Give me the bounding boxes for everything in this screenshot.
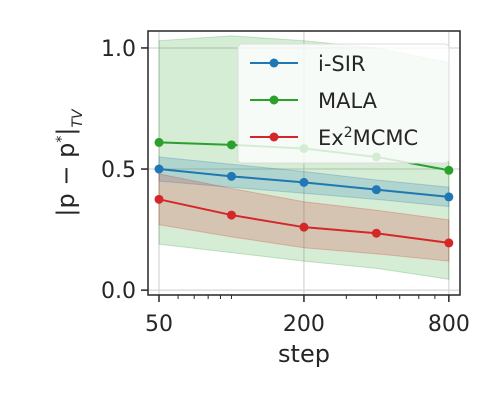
data-point-i-SIR (155, 165, 164, 174)
legend: i-SIR MALA Ex2MCMC (238, 44, 449, 163)
legend-marker (270, 133, 279, 142)
data-point-MALA (444, 166, 453, 175)
data-point-Ex²MCMC (227, 211, 236, 220)
data-point-Ex²MCMC (372, 229, 381, 238)
y-axis-label-end: | (52, 128, 80, 136)
legend-marker (270, 96, 279, 105)
data-point-i-SIR (444, 192, 453, 201)
x-tick-label: 800 (428, 312, 470, 337)
y-tick-label: 1.0 (101, 37, 136, 62)
y-axis-label: |p − p*|TV (52, 108, 86, 217)
legend-label: MALA (318, 89, 378, 113)
y-tick-label: 0.0 (101, 279, 136, 304)
y-axis-label-main: |p − p (52, 143, 80, 217)
legend-label: i-SIR (318, 52, 366, 76)
y-axis-label-sub: TV (70, 108, 86, 128)
data-point-Ex²MCMC (444, 238, 453, 247)
data-point-i-SIR (227, 172, 236, 181)
data-point-Ex²MCMC (155, 195, 164, 204)
legend-label: Ex2MCMC (318, 125, 418, 150)
x-tick-label: 50 (145, 312, 173, 337)
x-axis-label: step (278, 340, 330, 368)
data-point-MALA (227, 140, 236, 149)
data-point-MALA (155, 138, 164, 147)
y-tick-label: 0.5 (101, 158, 136, 183)
data-point-Ex²MCMC (299, 223, 308, 232)
data-point-i-SIR (372, 185, 381, 194)
y-axis-label-sup: * (54, 136, 70, 143)
data-point-i-SIR (299, 178, 308, 187)
legend-marker (270, 59, 279, 68)
x-tick-label: 200 (283, 312, 325, 337)
